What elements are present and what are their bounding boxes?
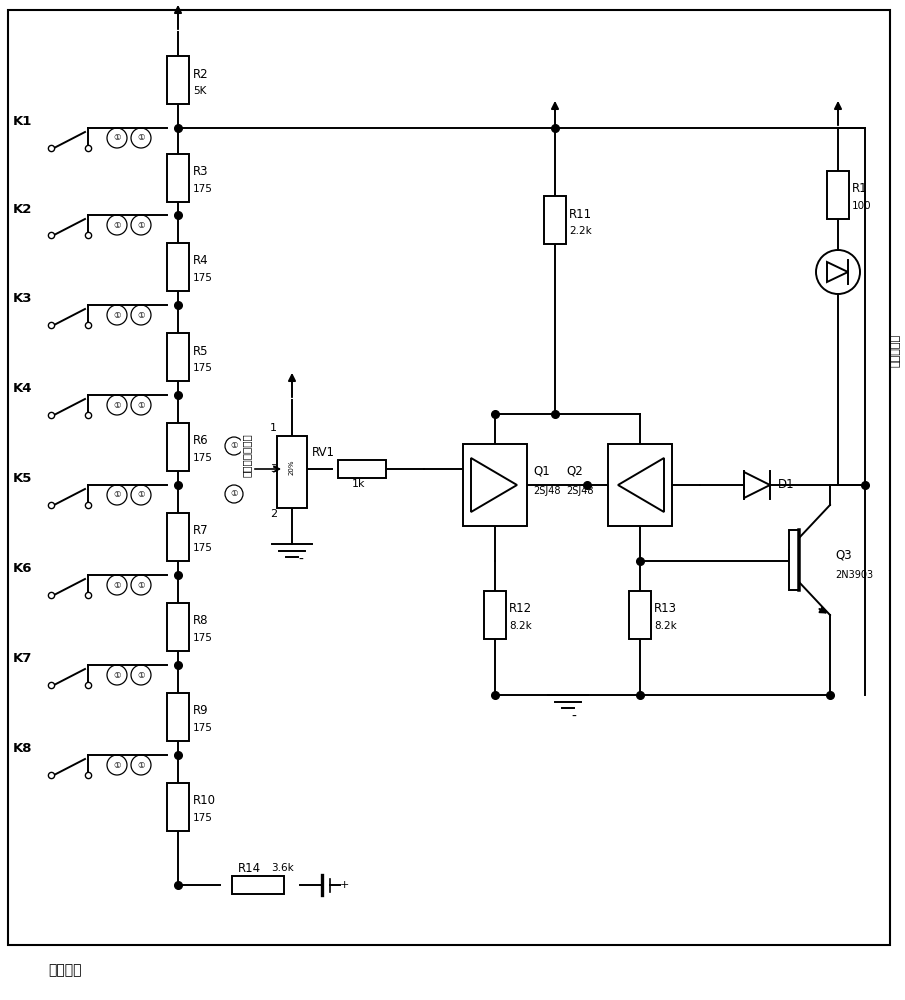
Text: +: + <box>340 880 349 890</box>
Text: R10: R10 <box>193 794 216 808</box>
Text: 175: 175 <box>193 184 213 194</box>
Text: 175: 175 <box>193 633 213 643</box>
Text: ①: ① <box>230 442 238 450</box>
Text: R7: R7 <box>193 524 209 538</box>
Text: ①: ① <box>138 221 145 230</box>
Text: 8.2k: 8.2k <box>509 621 532 631</box>
Text: K1: K1 <box>13 115 33 128</box>
Text: 3.6k: 3.6k <box>271 863 294 873</box>
Bar <box>277 436 307 508</box>
Bar <box>167 783 189 831</box>
Bar <box>789 530 799 590</box>
Text: ①: ① <box>113 490 120 499</box>
Text: ①: ① <box>113 760 120 770</box>
Text: RV1: RV1 <box>312 446 335 458</box>
Text: D1: D1 <box>778 479 795 491</box>
Text: R8: R8 <box>193 614 208 628</box>
Text: Q3: Q3 <box>835 548 852 562</box>
Text: 3: 3 <box>270 464 277 474</box>
Text: ①: ① <box>138 490 145 499</box>
Text: 175: 175 <box>193 273 213 283</box>
Bar <box>463 444 527 526</box>
Text: -: - <box>298 553 303 567</box>
Text: R1: R1 <box>852 182 868 195</box>
Text: R5: R5 <box>193 345 208 358</box>
Text: 175: 175 <box>193 363 213 373</box>
Text: R11: R11 <box>569 208 592 221</box>
Text: Q1: Q1 <box>533 464 549 478</box>
Text: 报警指示灯: 报警指示灯 <box>891 333 901 367</box>
Text: 2.2k: 2.2k <box>569 226 592 236</box>
Text: K4: K4 <box>13 382 33 395</box>
Text: ①: ① <box>113 133 120 142</box>
Text: 评委开关: 评委开关 <box>48 963 81 977</box>
Text: R4: R4 <box>193 254 209 267</box>
Text: ①: ① <box>138 310 145 320</box>
Text: K2: K2 <box>13 203 33 216</box>
Text: 100: 100 <box>852 201 872 211</box>
Text: R9: R9 <box>193 704 209 718</box>
Bar <box>544 196 566 244</box>
Text: 1: 1 <box>270 423 277 433</box>
Text: ①: ① <box>138 580 145 589</box>
Text: 20%: 20% <box>289 459 295 475</box>
Text: K8: K8 <box>13 742 33 756</box>
Text: 差分电路输入端: 差分电路输入端 <box>242 433 252 477</box>
Bar <box>167 513 189 561</box>
Text: 175: 175 <box>193 723 213 733</box>
Text: 2N3903: 2N3903 <box>835 570 873 580</box>
Text: ①: ① <box>113 580 120 589</box>
Text: 175: 175 <box>193 543 213 553</box>
Text: ①: ① <box>113 400 120 410</box>
Bar <box>608 444 672 526</box>
Text: ①: ① <box>113 670 120 680</box>
Text: ①: ① <box>138 133 145 142</box>
Text: ①: ① <box>230 489 238 498</box>
Text: R6: R6 <box>193 434 209 448</box>
Text: R3: R3 <box>193 165 208 178</box>
Text: R13: R13 <box>654 602 677 615</box>
Bar <box>484 591 506 639</box>
Text: 2: 2 <box>270 509 277 519</box>
Bar <box>167 154 189 202</box>
Bar <box>167 56 189 104</box>
Text: 175: 175 <box>193 813 213 823</box>
Bar <box>629 591 651 639</box>
Text: 2SJ48: 2SJ48 <box>566 486 594 496</box>
Bar <box>167 423 189 471</box>
Bar <box>167 243 189 291</box>
Bar <box>232 876 284 894</box>
Text: 2SJ48: 2SJ48 <box>533 486 560 496</box>
Text: 8.2k: 8.2k <box>654 621 677 631</box>
Bar <box>167 603 189 651</box>
Bar <box>167 333 189 381</box>
Text: ①: ① <box>138 400 145 410</box>
Bar <box>167 693 189 741</box>
Text: K3: K3 <box>13 292 33 306</box>
Text: 5K: 5K <box>193 86 206 96</box>
Text: 175: 175 <box>193 453 213 463</box>
Bar <box>338 460 386 478</box>
Text: K7: K7 <box>13 652 33 666</box>
Text: -: - <box>571 710 576 724</box>
Text: 1k: 1k <box>352 479 366 489</box>
Text: R14: R14 <box>238 862 262 874</box>
Text: Q2: Q2 <box>566 464 583 478</box>
Text: ①: ① <box>138 760 145 770</box>
Text: K6: K6 <box>13 562 33 576</box>
Text: ①: ① <box>113 221 120 230</box>
Text: R12: R12 <box>509 602 532 615</box>
Text: K5: K5 <box>13 473 33 486</box>
Text: ①: ① <box>113 310 120 320</box>
Bar <box>827 171 849 219</box>
Text: ①: ① <box>138 670 145 680</box>
Text: R2: R2 <box>193 68 209 81</box>
